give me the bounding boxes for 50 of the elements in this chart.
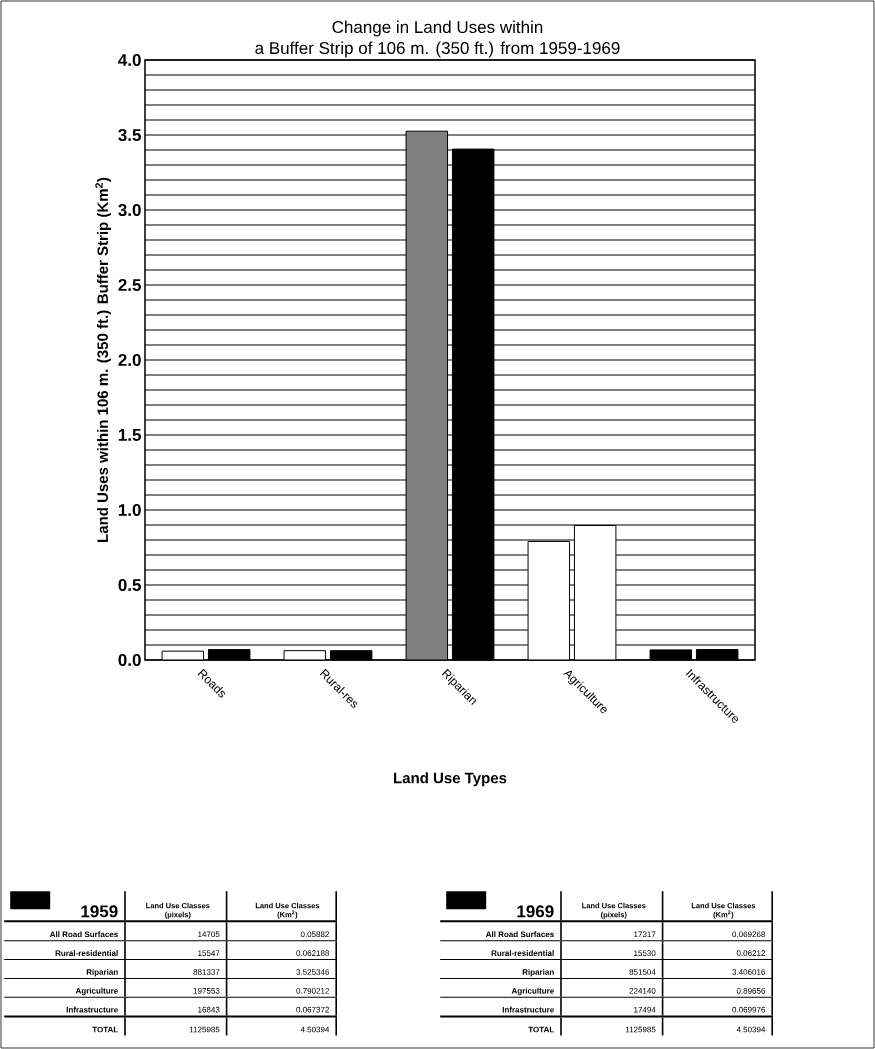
y-axis-title: Land Uses within 106 m. (350 ft.) Buffer Strip (Km$^{2}$) bbox=[95, 177, 111, 542]
data-label: 881337 bbox=[193, 969, 220, 975]
data-label: 0.069268 bbox=[732, 931, 766, 938]
y-tick-label: 1.5 bbox=[118, 429, 141, 441]
y-tick-label: 4.0 bbox=[118, 53, 141, 67]
category-label: TOTAL bbox=[528, 1026, 554, 1033]
category-label: Riparian bbox=[86, 968, 118, 977]
data-label: 0.05882 bbox=[300, 931, 329, 938]
data-label: 0.067372 bbox=[296, 1006, 329, 1013]
data-label: 17494 bbox=[634, 1006, 656, 1013]
category-label: Riparian bbox=[522, 968, 554, 977]
category-label: TOTAL bbox=[92, 1026, 118, 1033]
data-label: 1125985 bbox=[625, 1026, 656, 1033]
y-tick-label: 2.0 bbox=[118, 353, 141, 367]
data-label: 0.790212 bbox=[296, 988, 329, 994]
data-label: 15530 bbox=[634, 950, 656, 956]
category-label: Agriculture bbox=[511, 987, 554, 996]
data-label: 15547 bbox=[198, 950, 220, 956]
y-tick-label: 3.5 bbox=[118, 128, 141, 142]
y-tick-label: 0.0 bbox=[118, 653, 141, 667]
category-label: Infrastructure bbox=[502, 1006, 554, 1013]
data-label: 0.06212 bbox=[736, 950, 765, 956]
category-label: Rural-residential bbox=[55, 950, 118, 956]
category-label: Infrastructure bbox=[66, 1006, 118, 1013]
data-label: 197553 bbox=[193, 988, 220, 994]
data-label: 17317 bbox=[634, 931, 656, 938]
data-label: 224140 bbox=[629, 988, 656, 994]
data-label: 0.89656 bbox=[736, 988, 766, 994]
category-label: All Road Surfaces bbox=[485, 931, 554, 938]
data-label: 4.50394 bbox=[736, 1026, 766, 1033]
category-label: Agriculture bbox=[75, 987, 118, 996]
data-label: 4.50394 bbox=[300, 1026, 330, 1033]
data-label: 3.406016 bbox=[732, 969, 766, 975]
y-tick-label: 0.5 bbox=[118, 578, 141, 592]
data-label: 3.525346 bbox=[296, 969, 330, 975]
data-label: 851504 bbox=[629, 969, 656, 975]
data-label: 0.069976 bbox=[732, 1006, 766, 1013]
y-tick-label: 3.0 bbox=[118, 203, 141, 217]
data-label: 0.062188 bbox=[296, 950, 330, 956]
data-label: 16843 bbox=[198, 1006, 220, 1013]
text: 1959 bbox=[81, 905, 118, 918]
chart-title: Change in Land Uses within a Buffer Strip of 106 m. (350 ft.) from 1959-1969 bbox=[255, 20, 620, 58]
category-label: All Road Surfaces bbox=[49, 931, 118, 938]
text: 1969 bbox=[517, 905, 554, 918]
data-label: 14705 bbox=[198, 931, 220, 938]
data-label: 1125985 bbox=[189, 1026, 220, 1033]
y-tick-label: 2.5 bbox=[118, 278, 141, 292]
category-label: Rural-residential bbox=[491, 950, 554, 956]
y-tick-label: 1.0 bbox=[118, 503, 141, 517]
x-axis-title: Land Use Types bbox=[394, 772, 507, 787]
